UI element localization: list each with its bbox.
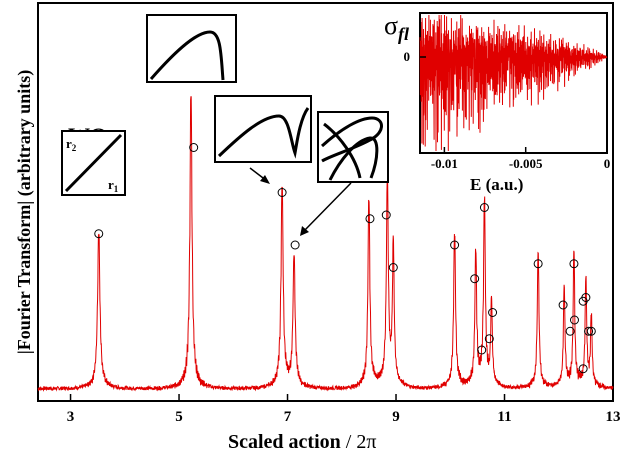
peak-circle-marker bbox=[484, 334, 494, 344]
inset-x-tick-labels: -0.01 -0.005 0 bbox=[431, 156, 610, 171]
peak-circle-marker bbox=[533, 259, 543, 269]
peak-circle-marker bbox=[381, 210, 391, 220]
peak-circle-marker bbox=[470, 274, 480, 284]
inset-x-tick-label: -0.005 bbox=[509, 156, 543, 171]
arrow-head-1 bbox=[260, 175, 270, 184]
x-tick-label: 3 bbox=[67, 409, 75, 425]
x-tick-label: 7 bbox=[284, 409, 292, 425]
peak-circle-marker bbox=[94, 229, 104, 239]
inset-x-axis-label: E (a.u.) bbox=[470, 175, 523, 194]
peak-circle-marker bbox=[189, 143, 199, 152]
inset-signal-line bbox=[419, 14, 608, 152]
orbit-curve-1 bbox=[149, 30, 225, 81]
inset-y-tick-label: 0 bbox=[404, 49, 411, 64]
inset-x-tick-label: 0 bbox=[604, 156, 611, 171]
orbit-curve-3a bbox=[320, 116, 383, 163]
peak-circle-marker bbox=[388, 263, 398, 272]
x-tick-label: 13 bbox=[606, 409, 621, 425]
x-tick-label: 5 bbox=[175, 409, 183, 425]
orbit-curve-3c bbox=[323, 122, 362, 179]
main-plot-frame bbox=[37, 2, 614, 402]
orbit-curve-3b bbox=[328, 136, 379, 181]
r2-axis-label: r2 bbox=[66, 136, 77, 153]
arrow-to-peak-7-1 bbox=[302, 182, 352, 233]
peak-circle-marker bbox=[586, 326, 596, 336]
peak-circle-marker bbox=[479, 203, 489, 212]
peak-circle-marker bbox=[365, 214, 375, 224]
peak-circle-marker bbox=[290, 240, 300, 250]
peak-circle-marker bbox=[477, 345, 487, 355]
inset-x-tick-label: -0.01 bbox=[431, 156, 458, 171]
peak-circle-marker bbox=[565, 326, 575, 336]
peak-circle-marker bbox=[569, 259, 579, 269]
fourier-series-line bbox=[37, 96, 614, 392]
peak-circle-marker bbox=[450, 240, 460, 250]
peak-circle-marker bbox=[578, 364, 588, 374]
peak-circle-marker bbox=[558, 300, 568, 310]
wo-diagonal-orbit bbox=[64, 133, 123, 193]
circled-peaks bbox=[94, 143, 596, 374]
peak-circle-marker bbox=[581, 293, 591, 302]
peak-circle-marker bbox=[569, 315, 579, 325]
x-axis-label: Scaled action / 2π bbox=[228, 431, 376, 453]
orbit-curve-2 bbox=[217, 107, 310, 159]
inset-y-axis-label: σfl bbox=[384, 11, 409, 44]
peak-circle-marker bbox=[488, 308, 498, 317]
x-tick-label: 9 bbox=[392, 409, 400, 425]
peak-circle-marker bbox=[584, 326, 594, 336]
r1-axis-label: r1 bbox=[108, 177, 119, 194]
x-tick-label: 11 bbox=[497, 409, 511, 425]
main-x-ticks bbox=[69, 394, 614, 401]
inset-x-ticks bbox=[443, 147, 608, 153]
y-axis-label: |Fourier Transform| (arbitrary units) bbox=[14, 70, 35, 354]
arrow-head-2 bbox=[300, 226, 309, 236]
main-x-tick-labels: 3 5 7 9 11 13 bbox=[67, 409, 621, 425]
peak-circle-marker bbox=[277, 188, 287, 197]
